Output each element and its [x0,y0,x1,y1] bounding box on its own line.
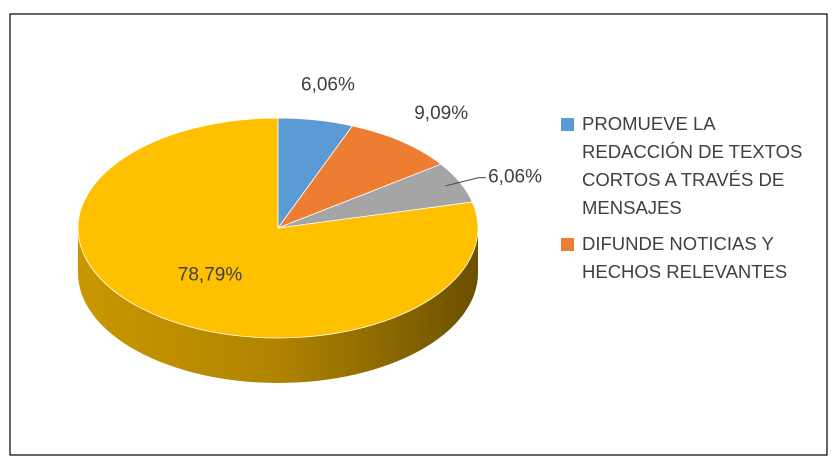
leader-line [445,177,487,187]
slice-side [78,228,478,383]
legend-label: DIFUNDE NOTICIAS Y HECHOS RELEVANTES [582,233,788,282]
data-label: 6,06% [488,167,542,188]
slice [77,117,479,339]
legend-label: PROMUEVE LA REDACCIÓN DE TEXTOS CORTOS A… [582,113,803,218]
data-label: 6,06% [301,74,355,95]
data-label: 78,79% [178,265,243,286]
legend-swatch [561,118,574,131]
slice [276,125,442,229]
data-label: 9,09% [414,103,468,124]
legend-swatch [561,238,574,251]
